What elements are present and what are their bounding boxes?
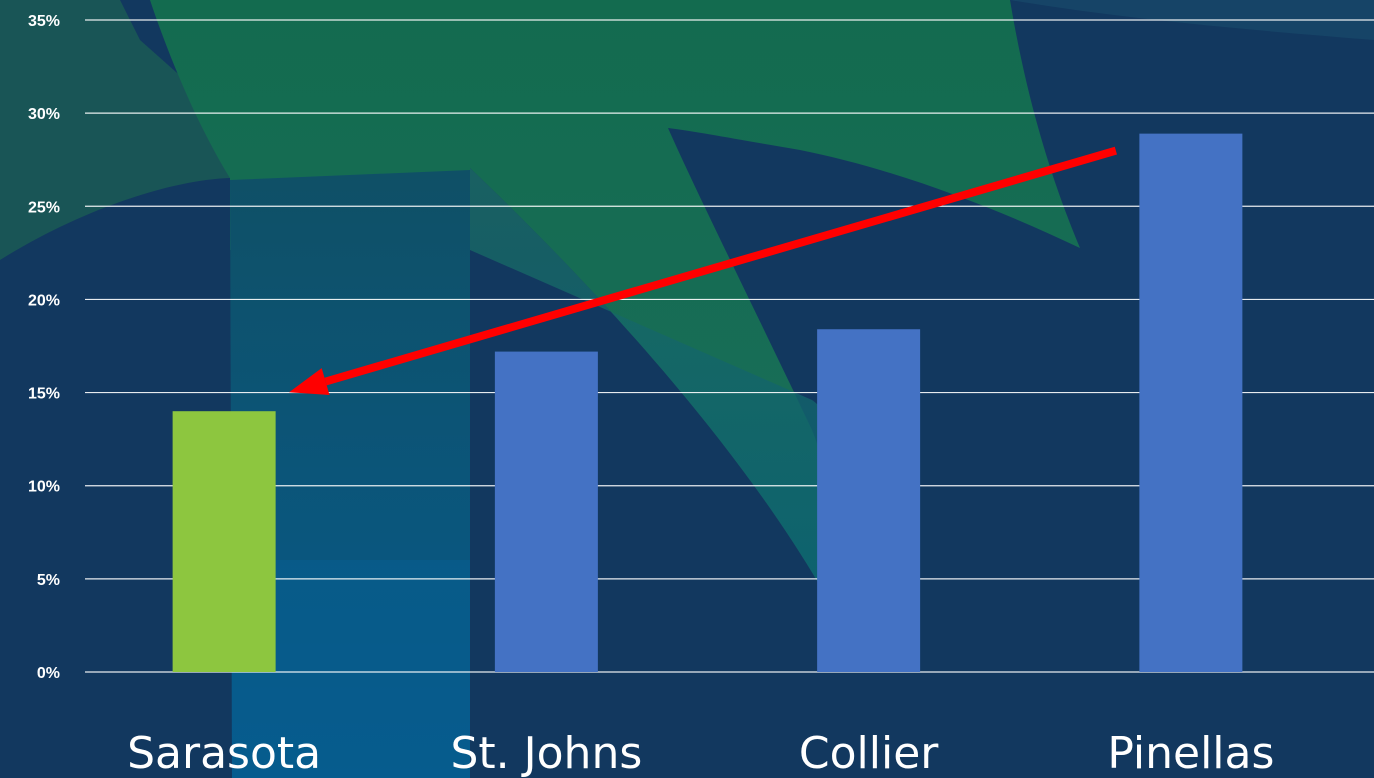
y-tick-label: 30% — [28, 106, 60, 123]
annotation-arrow — [289, 146, 1117, 395]
x-category-label: St. Johns — [451, 728, 643, 778]
palm-frond-left — [0, 0, 230, 260]
bar-sarasota — [172, 411, 276, 672]
y-tick-label: 5% — [37, 572, 60, 589]
y-tick-label: 25% — [28, 199, 60, 216]
x-category-label: Pinellas — [1107, 728, 1274, 778]
bar-pinellas — [1139, 133, 1243, 673]
x-category-label: Sarasota — [127, 728, 321, 778]
y-tick-label: 20% — [28, 292, 60, 309]
x-axis-category-labels: Sarasota St. Johns Collier Pinellas — [127, 728, 1274, 778]
y-axis-tick-labels: 0% 5% 10% 15% 20% 25% 30% 35% — [28, 13, 60, 682]
y-tick-label: 35% — [28, 13, 60, 30]
y-tick-label: 15% — [28, 386, 60, 403]
x-category-label: Collier — [799, 728, 939, 778]
palm-frond-lower — [470, 168, 849, 596]
bars — [172, 133, 1243, 673]
y-tick-label: 10% — [28, 479, 60, 496]
annotation-arrow-shaft — [324, 146, 1117, 386]
y-tick-label: 0% — [37, 665, 60, 682]
annotation-arrow-head — [289, 368, 330, 395]
bar-st-johns — [494, 351, 598, 672]
bar-collier — [817, 329, 921, 672]
